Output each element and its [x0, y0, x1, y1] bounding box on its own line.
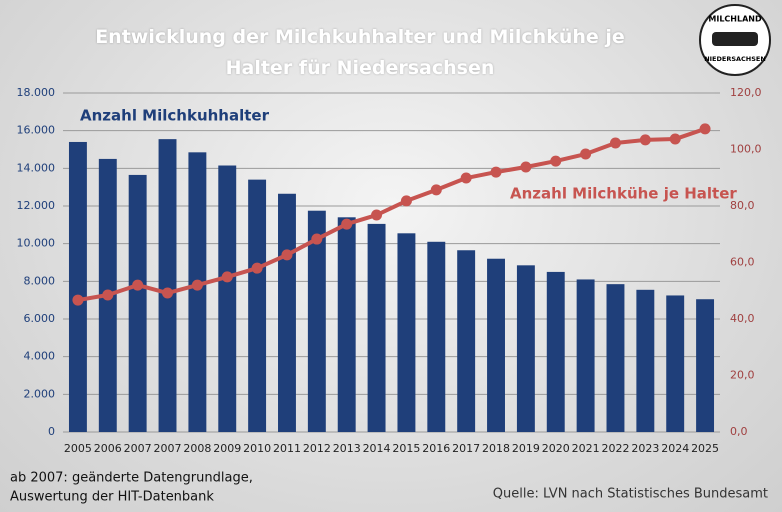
point: [221, 271, 233, 283]
x-tick-label: 2017: [452, 442, 480, 455]
y2-tick-label: 100,0: [730, 143, 762, 156]
point: [550, 155, 562, 167]
x-tick-label: 2016: [422, 442, 450, 455]
logo: MILCHLAND NIEDERSACHSEN: [699, 4, 771, 76]
y2-tick-label: 40,0: [730, 312, 755, 325]
x-tick-label: 2024: [661, 442, 689, 455]
x-tick-label: 2008: [183, 442, 211, 455]
x-tick-label: 2012: [303, 442, 331, 455]
logo-text: MILCHLAND: [708, 15, 762, 24]
bar: [307, 210, 326, 432]
y-tick-label: 10.000: [17, 237, 56, 250]
y-tick-label: 4.000: [24, 350, 56, 363]
point: [639, 134, 651, 146]
x-tick-label: 2015: [392, 442, 420, 455]
bar: [128, 174, 147, 433]
y-tick-label: 8.000: [24, 274, 56, 287]
bar: [427, 241, 446, 432]
point: [281, 249, 293, 261]
note: Auswertung der HIT-Datenbank: [10, 490, 214, 505]
point: [341, 218, 353, 230]
x-tick-label: 2013: [333, 442, 361, 455]
point: [102, 289, 114, 301]
x-tick-label: 2011: [273, 442, 301, 455]
y2-tick-label: 120,0: [730, 86, 762, 99]
point: [162, 287, 174, 299]
source: Quelle: LVN nach Statistisches Bundesamt: [493, 487, 768, 502]
y2-tick-label: 80,0: [730, 199, 755, 212]
x-tick-label: 2010: [243, 442, 271, 455]
bar: [188, 152, 207, 432]
point: [669, 133, 681, 145]
bar: [68, 141, 87, 432]
point: [609, 137, 621, 149]
x-tick-label: 2021: [572, 442, 600, 455]
point: [699, 123, 711, 135]
x-tick-label: 2019: [512, 442, 540, 455]
point: [371, 209, 383, 221]
bar: [367, 223, 386, 432]
logo-cows: [712, 32, 758, 46]
x-tick-label: 2005: [64, 442, 92, 455]
y-tick-label: 6.000: [24, 312, 56, 325]
x-tick-label: 2022: [601, 442, 629, 455]
bar: [218, 165, 237, 432]
bar: [248, 179, 267, 432]
logo-text: NIEDERSACHSEN: [704, 55, 766, 63]
series-label: Anzahl Milchkühe je Halter: [510, 185, 737, 203]
series-label: Anzahl Milchkuhhalter: [80, 107, 270, 125]
x-tick-label: 2007: [154, 442, 182, 455]
y2-tick-label: 20,0: [730, 369, 755, 382]
bar: [696, 299, 715, 432]
point: [460, 172, 472, 184]
point: [251, 262, 263, 274]
bar: [278, 193, 296, 432]
point: [430, 184, 442, 196]
bar: [606, 284, 625, 432]
y-tick-label: 14.000: [17, 161, 56, 174]
bar: [457, 250, 476, 432]
point: [580, 148, 592, 160]
bar: [158, 139, 177, 432]
x-tick-label: 2025: [691, 442, 719, 455]
chart-title: Entwicklung der Milchkuhhalter und Milch…: [95, 26, 625, 79]
point: [132, 279, 144, 291]
point: [490, 166, 502, 178]
point: [72, 294, 84, 306]
bar: [397, 233, 416, 432]
x-tick-label: 2006: [94, 442, 122, 455]
x-tick-label: 2009: [213, 442, 241, 455]
x-tick-label: 2023: [631, 442, 659, 455]
point: [191, 279, 203, 291]
point: [311, 233, 323, 245]
x-tick-label: 2020: [542, 442, 570, 455]
y2-tick-label: 0,0: [730, 425, 748, 438]
x-tick-label: 2007: [124, 442, 152, 455]
y-tick-label: 18.000: [17, 86, 56, 99]
y2-tick-label: 60,0: [730, 256, 755, 269]
point: [400, 195, 412, 207]
bar: [487, 258, 505, 432]
point: [520, 161, 532, 173]
y-tick-label: 16.000: [17, 124, 56, 137]
y-tick-label: 0: [48, 425, 55, 438]
note: ab 2007: geänderte Datengrundlage,: [10, 471, 253, 486]
bar: [666, 295, 685, 432]
x-tick-label: 2018: [482, 442, 510, 455]
y-tick-label: 12.000: [17, 199, 56, 212]
bar: [636, 289, 655, 432]
bar: [546, 271, 565, 432]
y-tick-label: 2.000: [24, 387, 56, 400]
bar: [516, 265, 535, 432]
x-tick-label: 2014: [363, 442, 391, 455]
bar: [576, 279, 595, 432]
bar: [337, 217, 356, 432]
line: [77, 126, 706, 303]
